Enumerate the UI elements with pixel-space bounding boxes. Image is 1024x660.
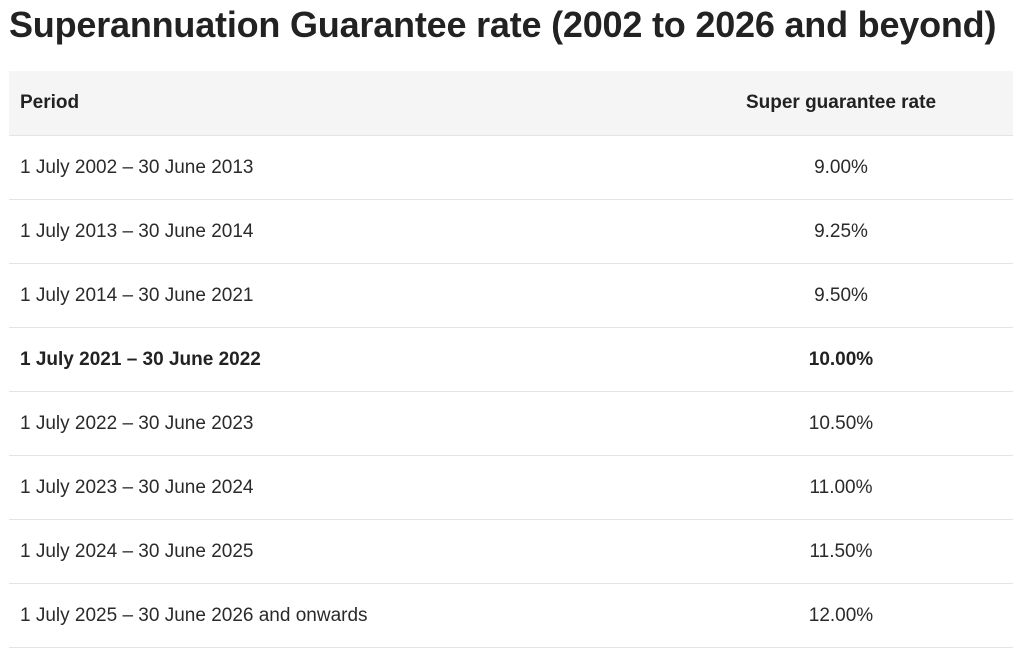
rate-cell: 12.00% <box>669 583 1013 648</box>
table-row: 1 July 2024 – 30 June 2025 11.50% <box>9 519 1013 584</box>
rate-cell: 10.00% <box>669 327 1013 392</box>
rate-cell: 9.00% <box>669 135 1013 200</box>
table-row: 1 July 2022 – 30 June 2023 10.50% <box>9 391 1013 456</box>
rate-cell: 11.00% <box>669 455 1013 520</box>
table-row: 1 July 2014 – 30 June 2021 9.50% <box>9 263 1013 328</box>
period-cell: 1 July 2024 – 30 June 2025 <box>9 519 669 584</box>
rate-cell: 9.50% <box>669 263 1013 328</box>
rate-cell: 10.50% <box>669 391 1013 456</box>
period-cell: 1 July 2014 – 30 June 2021 <box>9 263 669 328</box>
page-title: Superannuation Guarantee rate (2002 to 2… <box>9 4 997 45</box>
table-row: 1 July 2023 – 30 June 2024 11.00% <box>9 455 1013 520</box>
table-row: 1 July 2002 – 30 June 2013 9.00% <box>9 135 1013 200</box>
period-cell: 1 July 2023 – 30 June 2024 <box>9 455 669 520</box>
sg-rate-table: Period Super guarantee rate 1 July 2002 … <box>9 71 1013 648</box>
table-row: 1 July 2021 – 30 June 2022 10.00% <box>9 327 1013 392</box>
period-cell: 1 July 2013 – 30 June 2014 <box>9 199 669 264</box>
column-header-period: Period <box>9 71 669 136</box>
table-row: 1 July 2025 – 30 June 2026 and onwards 1… <box>9 583 1013 648</box>
rate-cell: 11.50% <box>669 519 1013 584</box>
column-header-rate: Super guarantee rate <box>669 71 1013 136</box>
period-cell: 1 July 2002 – 30 June 2013 <box>9 135 669 200</box>
table-row: 1 July 2013 – 30 June 2014 9.25% <box>9 199 1013 264</box>
rate-cell: 9.25% <box>669 199 1013 264</box>
period-cell: 1 July 2021 – 30 June 2022 <box>9 327 669 392</box>
table-header: Period Super guarantee rate <box>9 71 1013 136</box>
period-cell: 1 July 2025 – 30 June 2026 and onwards <box>9 583 669 648</box>
period-cell: 1 July 2022 – 30 June 2023 <box>9 391 669 456</box>
table-body: 1 July 2002 – 30 June 2013 9.00% 1 July … <box>9 135 1013 648</box>
table-header-row: Period Super guarantee rate <box>9 71 1013 136</box>
